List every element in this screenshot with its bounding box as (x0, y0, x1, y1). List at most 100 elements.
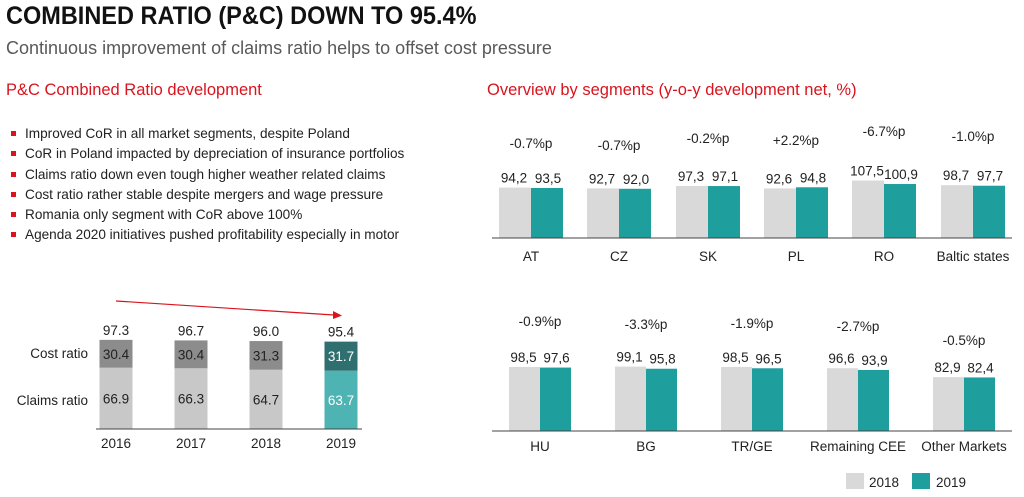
change-label: -2.7%p (837, 319, 880, 334)
category-tick-label: Remaining CEE (810, 439, 906, 454)
category-tick-label: RO (874, 249, 894, 264)
cost-value-label: 30.4 (178, 347, 205, 362)
value-label-2019: 96,5 (755, 351, 781, 366)
total-value-label: 96.7 (178, 323, 204, 338)
legend-label-2019: 2019 (936, 475, 967, 490)
value-label-2018: 99,1 (616, 350, 642, 365)
legend-swatch-2019 (912, 473, 930, 489)
value-label-2018: 96,6 (828, 351, 854, 366)
change-label: -3.3%p (625, 317, 668, 332)
bar-2019 (708, 186, 740, 238)
bar-2018 (827, 368, 858, 431)
year-tick-label: 2017 (176, 436, 206, 451)
value-label-2019: 93,5 (535, 171, 561, 186)
total-value-label: 95.4 (328, 325, 355, 340)
bullet-item: Improved CoR in all market segments, des… (6, 124, 404, 144)
bar-2019 (858, 369, 889, 431)
value-label-2019: 92,0 (623, 172, 649, 187)
cost-ratio-row-label: Cost ratio (30, 346, 88, 361)
claims-bar (324, 370, 358, 429)
total-value-label: 96.0 (253, 324, 279, 339)
claims-bar (174, 368, 208, 429)
cost-bar (249, 341, 283, 370)
value-label-2019: 97,1 (712, 169, 738, 184)
value-label-2018: 107,5 (850, 163, 884, 178)
year-tick-label: 2019 (326, 436, 356, 451)
bar-2018 (721, 366, 752, 431)
trend-arrow-line (115, 300, 335, 316)
bullet-item: Agenda 2020 initiatives pushed profitabi… (6, 225, 404, 245)
value-label-2019: 95,8 (649, 352, 675, 367)
category-tick-label: SK (699, 249, 717, 264)
bar-2019 (796, 187, 828, 238)
bar-2019 (752, 368, 783, 431)
category-tick-label: BG (636, 439, 656, 454)
change-label: -0.9%p (519, 314, 562, 329)
value-label-2018: 92,6 (766, 171, 792, 186)
cost-value-label: 30.4 (103, 347, 130, 362)
claims-ratio-row-label: Claims ratio (17, 393, 88, 408)
claims-bar (99, 367, 133, 429)
cost-value-label: 31.3 (253, 348, 279, 363)
category-tick-label: Other Markets (921, 439, 1007, 454)
page-subtitle: Continuous improvement of claims ratio h… (6, 38, 552, 58)
bullet-item: CoR in Poland impacted by depreciation o… (6, 144, 404, 164)
bar-2018 (676, 185, 708, 238)
value-label-2018: 97,3 (678, 169, 704, 184)
bar-2019 (973, 185, 1005, 238)
cost-bar (99, 339, 133, 368)
value-label-2019: 82,4 (967, 360, 994, 375)
bar-2018 (941, 185, 973, 238)
category-tick-label: CZ (610, 249, 628, 264)
value-label-2019: 97,6 (543, 351, 569, 366)
claims-value-label: 64.7 (253, 392, 279, 407)
change-label: -1.9%p (731, 316, 774, 331)
cost-value-label: 31.7 (328, 349, 354, 364)
bar-2019 (884, 184, 916, 238)
value-label-2019: 93,9 (861, 353, 887, 368)
bar-2018 (852, 180, 884, 238)
value-label-2018: 82,9 (934, 360, 960, 375)
cost-bar (174, 340, 208, 369)
cost-bar (324, 341, 358, 371)
bar-2019 (540, 367, 571, 431)
category-tick-label: Baltic states (937, 249, 1010, 264)
value-label-2018: 98,5 (722, 350, 748, 365)
change-label: +2.2%p (773, 133, 819, 148)
category-tick-label: PL (788, 249, 805, 264)
value-label-2018: 98,5 (510, 350, 536, 365)
bar-2018 (499, 187, 531, 238)
category-tick-label: TR/GE (731, 439, 772, 454)
category-tick-label: AT (523, 249, 539, 264)
left-section-title: P&C Combined Ratio development (6, 81, 262, 99)
bullet-item: Romania only segment with CoR above 100% (6, 205, 404, 225)
bar-2018 (509, 366, 540, 431)
bullet-item: Claims ratio down even tough higher weat… (6, 165, 404, 185)
trend-arrowhead (333, 311, 342, 319)
value-label-2019: 100,9 (884, 167, 918, 182)
page-title: COMBINED RATIO (P&C) DOWN TO 95.4% (6, 2, 477, 30)
year-tick-label: 2018 (251, 436, 281, 451)
change-label: -0.2%p (687, 131, 730, 146)
total-value-label: 97.3 (103, 323, 129, 338)
change-label: -0.5%p (943, 333, 986, 348)
bar-2018 (615, 366, 646, 431)
change-label: -1.0%p (952, 129, 995, 144)
claims-value-label: 66.3 (178, 392, 204, 407)
bar-2018 (587, 188, 619, 238)
change-label: -0.7%p (510, 136, 553, 151)
legend-swatch-2018 (846, 473, 864, 489)
claims-value-label: 63.7 (328, 393, 354, 408)
change-label: -0.7%p (598, 138, 641, 153)
bar-2019 (619, 188, 651, 238)
category-tick-label: HU (530, 439, 550, 454)
claims-bar (249, 369, 283, 429)
bullet-list: Improved CoR in all market segments, des… (6, 124, 404, 246)
change-label: -6.7%p (863, 124, 906, 139)
value-label-2019: 94,8 (800, 170, 826, 185)
value-label-2019: 97,7 (977, 169, 1003, 184)
bar-2019 (964, 377, 995, 431)
bar-2019 (646, 368, 677, 431)
legend-label-2018: 2018 (869, 475, 900, 490)
